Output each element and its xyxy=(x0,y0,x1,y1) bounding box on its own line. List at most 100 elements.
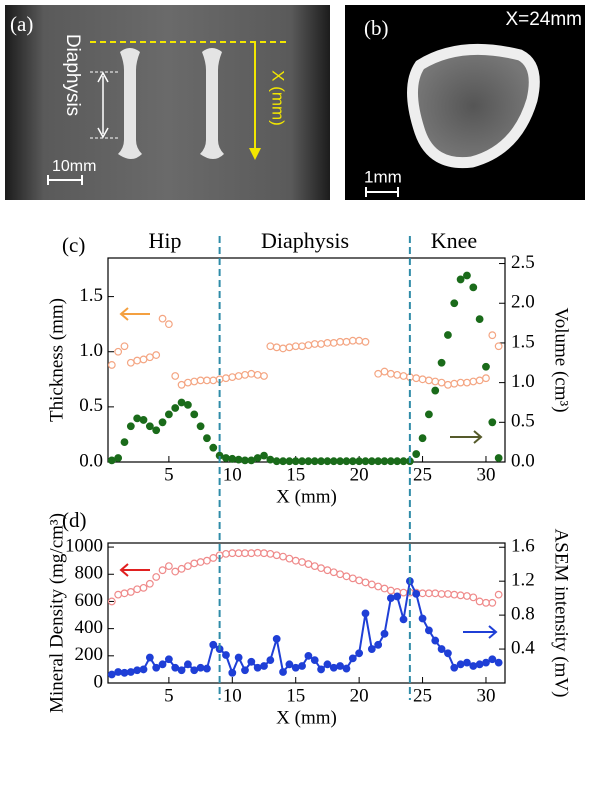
data-point xyxy=(342,457,351,466)
data-point xyxy=(374,457,383,466)
x-tick-label: 10 xyxy=(223,464,242,485)
data-point xyxy=(158,566,167,575)
diaphysis-arrowheads xyxy=(97,71,109,139)
y2-axis-label: Volume (cm³) xyxy=(551,307,572,412)
data-point xyxy=(399,457,408,466)
data-point xyxy=(412,590,421,598)
y2-tick-label: 2.5 xyxy=(511,252,535,273)
data-point xyxy=(336,337,345,346)
data-point xyxy=(342,664,351,673)
data-point xyxy=(329,568,338,577)
data-point xyxy=(424,626,433,635)
data-point xyxy=(145,579,154,588)
data-point xyxy=(437,590,446,598)
data-point xyxy=(310,457,319,466)
x-tick-label: 15 xyxy=(286,685,305,706)
data-point xyxy=(209,376,218,385)
data-point xyxy=(133,356,142,365)
region-label: Hip xyxy=(149,228,182,253)
data-point xyxy=(431,636,440,645)
data-point xyxy=(107,597,116,606)
data-point xyxy=(323,660,332,669)
y-axis-label: Mineral Density (mg/cm³) xyxy=(46,513,67,713)
data-point xyxy=(304,341,313,350)
data-point xyxy=(482,598,490,607)
data-point xyxy=(367,645,376,653)
y-tick-label: 1.5 xyxy=(79,285,103,306)
data-point xyxy=(444,590,452,598)
data-point xyxy=(126,422,135,431)
region-label: Knee xyxy=(431,228,477,253)
data-point xyxy=(291,556,300,565)
data-point xyxy=(253,548,262,557)
data-point xyxy=(469,283,478,292)
data-point xyxy=(222,454,230,462)
data-point xyxy=(437,645,446,653)
y2-tick-label: 1.0 xyxy=(511,371,535,392)
data-point xyxy=(298,457,306,466)
data-point xyxy=(120,668,129,677)
data-point xyxy=(241,456,249,465)
data-point xyxy=(374,640,383,649)
data-point xyxy=(361,337,370,346)
y2-tick-label: 0.0 xyxy=(511,450,535,471)
x-tick-label: 25 xyxy=(413,464,432,485)
y-tick-label: 600 xyxy=(75,590,104,611)
data-point xyxy=(298,342,306,351)
data-point xyxy=(450,299,459,308)
data-point xyxy=(456,591,465,600)
data-point xyxy=(177,666,186,675)
scale-caption: 10mm xyxy=(52,158,96,175)
data-point xyxy=(475,315,484,324)
data-point xyxy=(342,572,351,581)
panel-label: (c) xyxy=(62,233,85,257)
data-point xyxy=(196,558,205,566)
data-point xyxy=(260,372,268,380)
data-point xyxy=(285,660,294,669)
data-point xyxy=(272,457,281,466)
data-point xyxy=(184,562,192,571)
data-point xyxy=(317,665,325,674)
scale-bar xyxy=(365,187,399,197)
data-point xyxy=(323,339,332,347)
data-point xyxy=(152,351,161,359)
data-point xyxy=(133,585,142,594)
y-tick-label: 1.0 xyxy=(79,340,103,361)
data-point xyxy=(253,454,262,462)
data-point xyxy=(355,649,364,658)
bone-right xyxy=(200,48,224,159)
data-point xyxy=(431,589,440,598)
data-point xyxy=(291,663,300,672)
data-point xyxy=(272,343,281,352)
data-point xyxy=(393,457,402,466)
panel-label: (a) xyxy=(10,12,33,36)
data-point xyxy=(482,374,490,383)
y-tick-label: 200 xyxy=(75,644,104,665)
data-point xyxy=(329,663,338,672)
data-point xyxy=(126,668,135,676)
data-point xyxy=(431,377,440,386)
data-point xyxy=(488,331,497,340)
data-point xyxy=(120,589,129,598)
data-point xyxy=(412,374,421,383)
data-point xyxy=(469,662,478,670)
data-point xyxy=(342,337,351,346)
data-point xyxy=(374,582,383,591)
position-caption: X=24mm xyxy=(505,9,582,30)
data-point xyxy=(139,583,148,592)
data-point xyxy=(444,331,452,339)
data-point xyxy=(266,455,275,464)
plot-frame xyxy=(107,542,506,684)
data-point xyxy=(399,372,408,380)
data-point xyxy=(463,271,471,280)
data-point xyxy=(266,656,275,664)
data-point xyxy=(355,457,364,466)
data-point xyxy=(126,358,135,367)
data-point xyxy=(272,634,281,643)
data-point xyxy=(310,340,319,348)
data-point xyxy=(418,434,427,443)
data-point xyxy=(361,457,370,466)
data-point xyxy=(291,342,300,351)
data-point xyxy=(247,456,256,465)
x-tick-label: 20 xyxy=(350,685,369,706)
